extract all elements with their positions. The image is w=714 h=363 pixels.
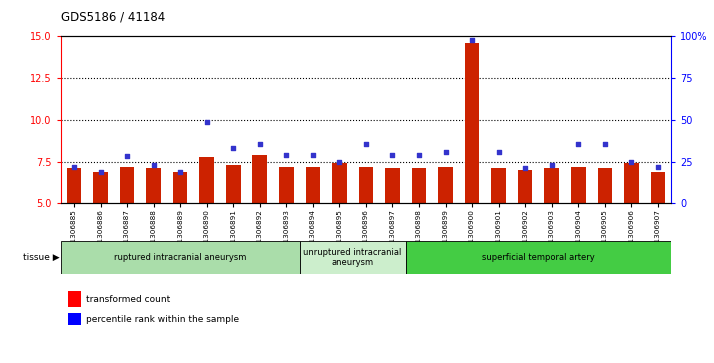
Text: tissue ▶: tissue ▶ xyxy=(23,253,59,262)
Point xyxy=(413,152,425,158)
Bar xyxy=(120,167,134,203)
Bar xyxy=(571,167,585,203)
Text: transformed count: transformed count xyxy=(86,295,170,303)
Point xyxy=(466,37,478,43)
Bar xyxy=(146,168,161,203)
Bar xyxy=(61,241,300,274)
Bar xyxy=(300,241,406,274)
Point xyxy=(148,162,159,168)
Bar xyxy=(406,241,671,274)
Point xyxy=(573,141,584,147)
Point xyxy=(652,164,663,170)
Point xyxy=(546,162,558,168)
Bar xyxy=(279,167,293,203)
Text: superficial temporal artery: superficial temporal artery xyxy=(482,253,595,262)
Point xyxy=(307,152,318,158)
Point xyxy=(333,159,345,164)
Bar xyxy=(544,168,559,203)
Bar xyxy=(438,167,453,203)
Bar xyxy=(491,168,506,203)
Point xyxy=(387,152,398,158)
Point xyxy=(254,141,266,147)
Bar xyxy=(598,168,612,203)
Point xyxy=(625,159,637,164)
Point xyxy=(493,148,504,154)
Point xyxy=(440,148,451,154)
Bar xyxy=(650,172,665,203)
Point xyxy=(520,165,531,171)
Point xyxy=(95,170,106,175)
Point xyxy=(281,152,292,158)
Point xyxy=(201,119,212,125)
Bar xyxy=(465,43,479,203)
Bar xyxy=(624,163,638,203)
Point xyxy=(174,170,186,175)
Bar xyxy=(358,167,373,203)
Bar xyxy=(199,156,214,203)
Text: GDS5186 / 41184: GDS5186 / 41184 xyxy=(61,11,165,24)
Point xyxy=(121,153,133,159)
Bar xyxy=(173,172,188,203)
Point xyxy=(228,145,239,151)
Text: unruptured intracranial
aneurysm: unruptured intracranial aneurysm xyxy=(303,248,402,268)
Text: percentile rank within the sample: percentile rank within the sample xyxy=(86,315,238,323)
Point xyxy=(69,164,80,170)
Bar xyxy=(306,167,320,203)
Bar xyxy=(66,168,81,203)
Bar xyxy=(412,168,426,203)
Bar xyxy=(226,165,241,203)
Bar xyxy=(332,163,347,203)
Text: ruptured intracranial aneurysm: ruptured intracranial aneurysm xyxy=(114,253,246,262)
Bar xyxy=(518,170,533,203)
Point xyxy=(360,141,371,147)
Bar xyxy=(94,172,108,203)
Point xyxy=(599,141,610,147)
Bar xyxy=(385,168,400,203)
Bar xyxy=(253,155,267,203)
